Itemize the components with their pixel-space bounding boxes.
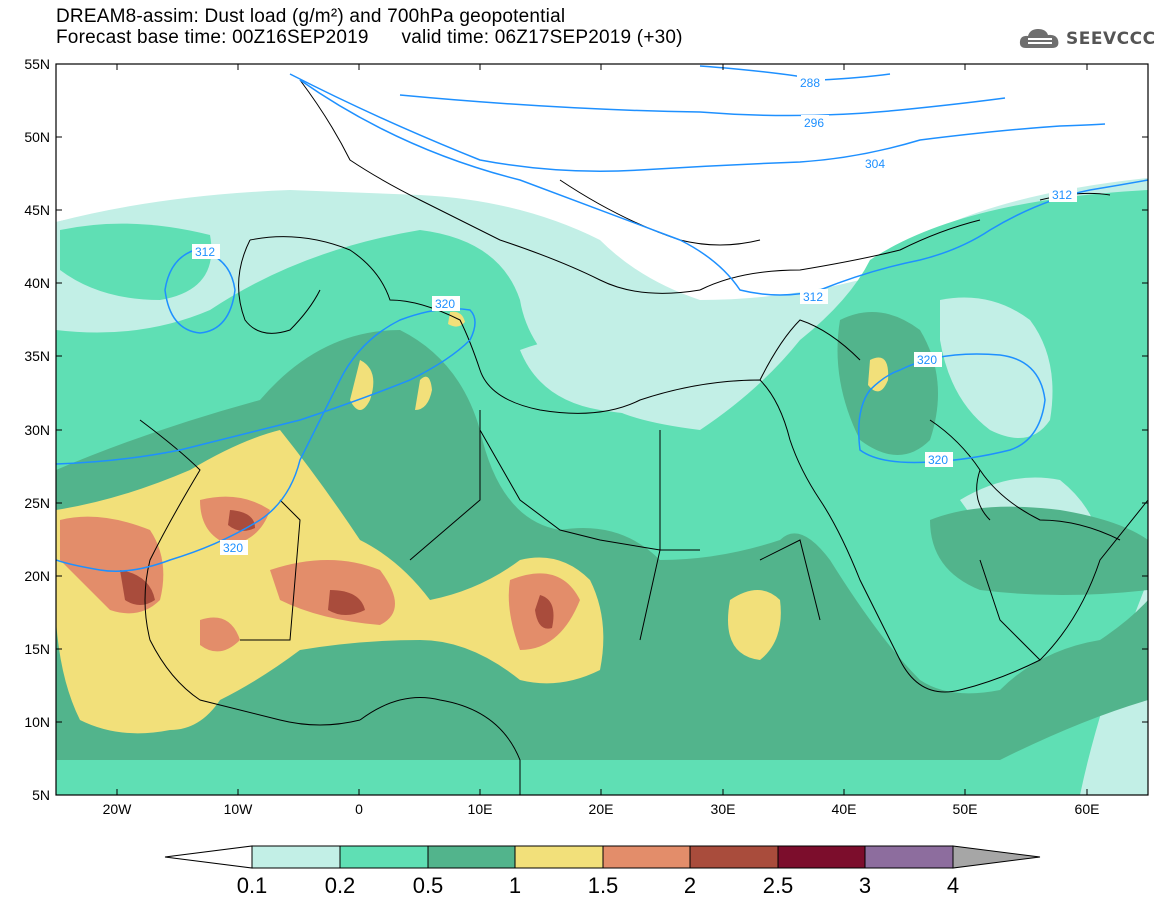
lon-tick: 60E	[1075, 801, 1100, 817]
plot-area: 288 296 304 312 312 312 320 320 320 320	[56, 64, 1148, 795]
lon-tick: 30E	[711, 801, 736, 817]
colorbar-labels: 0.1 0.2 0.5 1 1.5 2 2.5 3 4	[237, 873, 959, 898]
colorbar-swatch	[514, 845, 604, 869]
dust-brown-layer	[120, 510, 554, 629]
svg-text:312: 312	[1052, 188, 1072, 202]
latitude-labels: 55N 50N 45N 40N 35N 30N 25N 20N 15N 10N …	[24, 56, 50, 803]
contour-label-320-mediterranean: 320	[432, 296, 460, 311]
lon-tick: 20E	[589, 801, 614, 817]
contour-label-320-iraq: 320	[914, 352, 942, 367]
lat-tick: 15N	[24, 641, 50, 657]
lat-tick: 35N	[24, 348, 50, 364]
lat-tick: 50N	[24, 129, 50, 145]
lat-tick: 55N	[24, 56, 50, 72]
cloud-icon	[1019, 29, 1059, 48]
longitude-axis	[116, 64, 1088, 795]
latitude-axis	[56, 63, 1148, 796]
lat-tick: 10N	[24, 714, 50, 730]
colorbar-swatch	[427, 845, 516, 869]
svg-text:320: 320	[223, 541, 243, 555]
lon-tick: 10W	[224, 801, 254, 817]
colorbar-label: 0.1	[237, 873, 268, 898]
colorbar-label: 1	[509, 873, 521, 898]
colorbar-label: 4	[947, 873, 959, 898]
contour-label-312-center: 312	[800, 289, 828, 304]
colorbar-swatch	[777, 845, 866, 869]
lat-tick: 30N	[24, 422, 50, 438]
lon-tick: 40E	[832, 801, 857, 817]
colorbar-label: 1.5	[588, 873, 619, 898]
map-header: DREAM8-assim: Dust load (g/m²) and 700hP…	[56, 6, 956, 48]
colorbar-label: 3	[859, 873, 871, 898]
lon-tick: 10E	[468, 801, 493, 817]
svg-text:312: 312	[195, 245, 215, 259]
colorbar-swatch	[339, 845, 429, 869]
svg-text:296: 296	[804, 116, 824, 130]
contour-label-304: 304	[862, 156, 890, 171]
colorbar	[164, 845, 1041, 869]
contour-label-312-west: 312	[192, 244, 220, 259]
colorbar-swatch	[251, 845, 341, 869]
contour-label-320-gulf: 320	[925, 452, 953, 467]
lat-tick: 20N	[24, 568, 50, 584]
lat-tick: 45N	[24, 202, 50, 218]
lat-tick: 40N	[24, 275, 50, 291]
colorbar-swatch	[602, 845, 691, 869]
svg-text:320: 320	[928, 453, 948, 467]
svg-text:312: 312	[803, 290, 823, 304]
colorbar-label: 2	[684, 873, 696, 898]
logo-text: SEEVCCC	[1066, 29, 1156, 49]
svg-text:288: 288	[800, 76, 820, 90]
contour-labels: 288 296 304 312 312 312 320 320 320 320	[192, 75, 1077, 555]
forecast-times: Forecast base time: 00Z16SEP2019 valid t…	[56, 27, 683, 48]
colorbar-label: 0.2	[325, 873, 356, 898]
svg-text:320: 320	[917, 353, 937, 367]
contour-label-312-east: 312	[1049, 187, 1077, 202]
colorbar-label: 0.5	[413, 873, 444, 898]
colorbar-arrow-low	[164, 845, 253, 869]
contour-label-320-westafrica: 320	[220, 540, 248, 555]
colorbar-swatch	[864, 845, 954, 869]
svg-text:304: 304	[865, 157, 885, 171]
map-title: DREAM8-assim: Dust load (g/m²) and 700hP…	[56, 6, 566, 27]
coastlines	[139, 79, 1148, 795]
lat-tick: 25N	[24, 495, 50, 511]
longitude-labels: 20W 10W 0 10E 20E 30E 40E 50E 60E	[103, 801, 1100, 817]
colorbar-arrow-high	[952, 845, 1041, 869]
lon-tick: 50E	[953, 801, 978, 817]
contour-label-288: 288	[797, 75, 825, 90]
colorbar-label: 2.5	[763, 873, 794, 898]
lat-tick: 5N	[32, 787, 50, 803]
lon-tick: 0	[355, 801, 363, 817]
seevccc-logo: SEEVCCC	[1018, 26, 1156, 52]
contour-label-296: 296	[801, 115, 829, 130]
svg-text:320: 320	[435, 297, 455, 311]
lon-tick: 20W	[103, 801, 133, 817]
colorbar-swatch	[689, 845, 779, 869]
